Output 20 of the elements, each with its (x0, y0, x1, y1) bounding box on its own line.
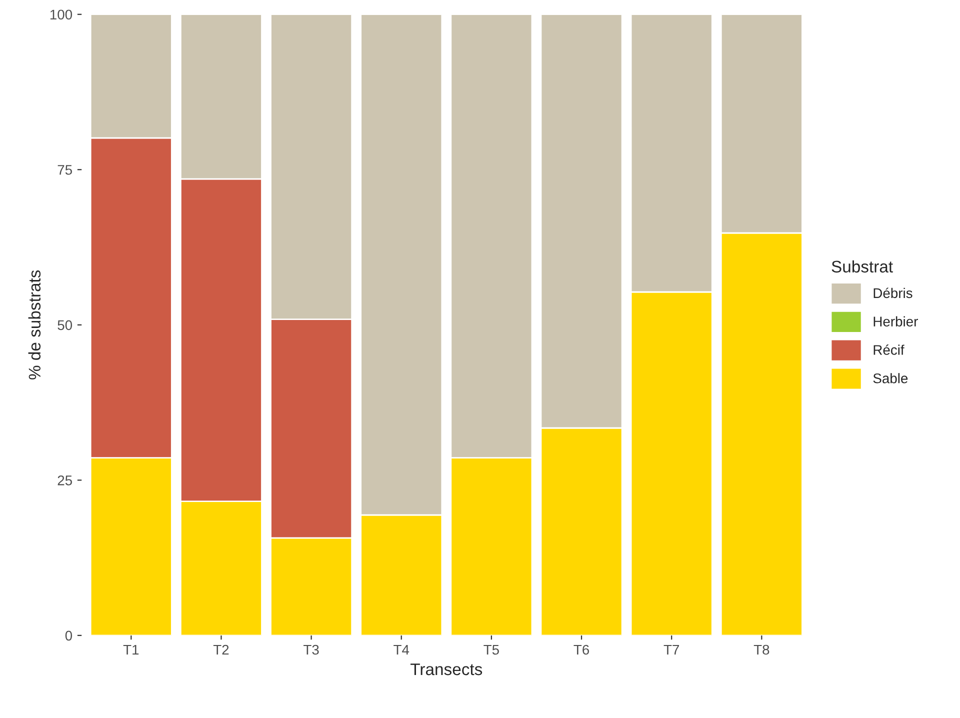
y-tick-label: 25 (58, 475, 72, 486)
x-tick-label: T7 (664, 644, 679, 655)
x-tick-label: T3 (304, 644, 319, 655)
legend-label: Récif (874, 344, 904, 355)
legend-label: Herbier (874, 316, 918, 326)
legend-label: Sable (873, 373, 908, 384)
x-tick-label: T6 (574, 644, 590, 655)
x-tick-label: T5 (484, 644, 499, 655)
y-tick-label: 50 (58, 320, 72, 330)
x-tick-label: T8 (754, 644, 770, 655)
x-tick-label: T1 (123, 644, 139, 655)
legend-title: Substrat (832, 260, 893, 273)
x-tick-label: T4 (394, 644, 410, 655)
x-axis-title: Transects (410, 664, 482, 676)
y-tick-label: 75 (58, 165, 72, 175)
legend-label: Débris (874, 288, 912, 298)
y-tick-label: 0 (65, 630, 72, 641)
x-tick-label: T2 (213, 644, 229, 655)
y-tick-label: 100 (50, 10, 72, 20)
y-axis-title: % de substrats (28, 270, 41, 380)
